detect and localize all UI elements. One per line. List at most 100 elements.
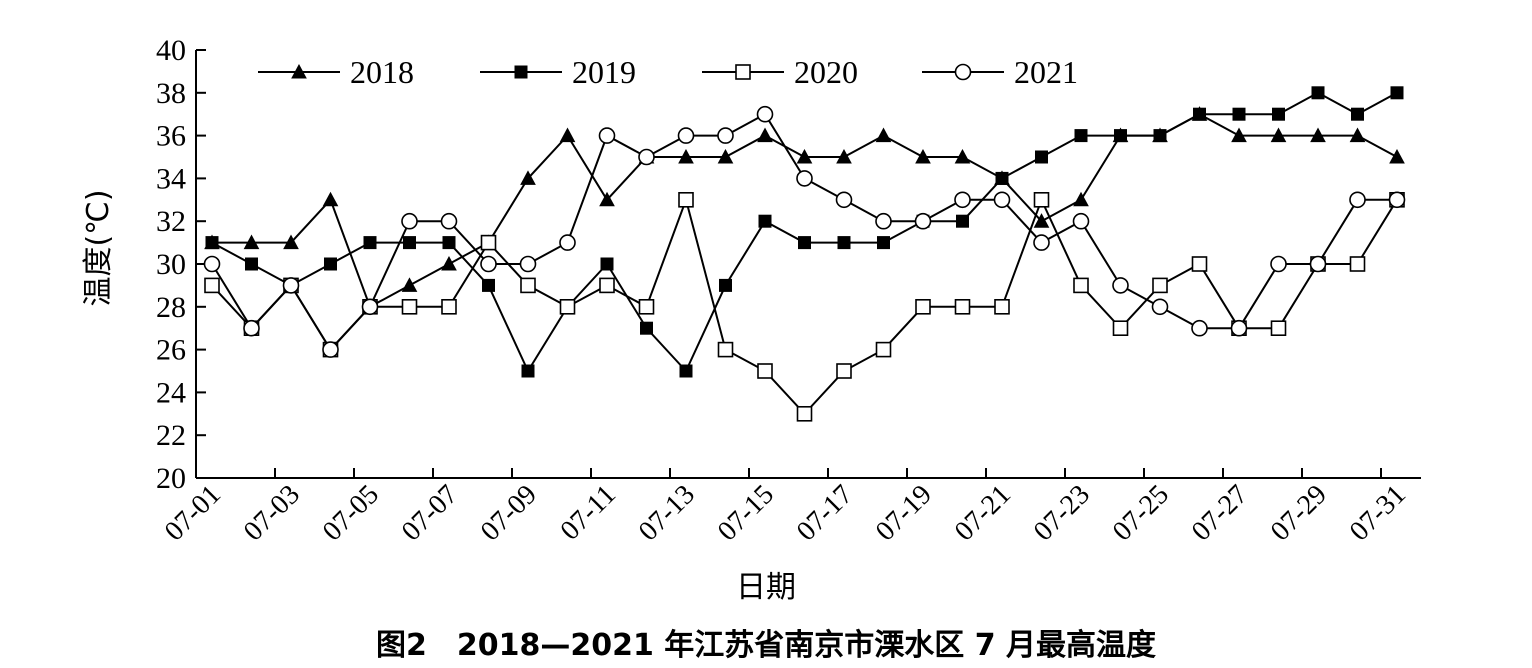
- data-point-2018: [322, 191, 339, 207]
- legend: 2018 2019 2020 2021: [258, 54, 1078, 90]
- y-tick-label: 32: [156, 205, 186, 238]
- x-tick-label: 07-27: [1186, 479, 1254, 547]
- data-point-2021: [1388, 191, 1406, 209]
- data-point-2018: [1310, 127, 1326, 143]
- data-point-2020: [1270, 320, 1287, 337]
- x-tick-label: 07-09: [475, 479, 543, 547]
- data-point-2019: [1351, 107, 1364, 121]
- data-point-2020: [441, 298, 457, 315]
- data-point-2021: [1072, 212, 1090, 230]
- x-tick-label: 07-11: [555, 479, 622, 546]
- data-point-2018: [717, 148, 734, 164]
- data-point-2018: [599, 191, 615, 207]
- data-point-2020: [1349, 256, 1366, 272]
- data-point-2021: [282, 277, 300, 294]
- data-point-2020: [204, 277, 220, 294]
- data-point-2018: [243, 234, 260, 250]
- y-tick-label: 34: [156, 162, 186, 195]
- data-point-2019: [679, 364, 693, 378]
- data-point-2021: [480, 255, 497, 273]
- data-point-2020: [599, 277, 615, 294]
- data-point-2019: [798, 236, 811, 250]
- y-tick-label: 26: [156, 334, 186, 367]
- series-line-2020: [211, 196, 1398, 416]
- data-point-2021: [796, 170, 813, 187]
- x-axis-ticks: 07-01 07-03 07-05 07-07 07-09 07-11 07-13 07-15…: [159, 468, 1412, 547]
- data-point-2019: [600, 257, 614, 271]
- data-point-2021: [914, 212, 932, 230]
- data-point-2019: [363, 236, 377, 250]
- data-point-2018: [757, 127, 773, 143]
- x-tick-label: 07-05: [317, 479, 385, 547]
- y-tick-label: 38: [156, 77, 186, 110]
- data-point-2021: [559, 234, 576, 251]
- data-point-2018: [1349, 127, 1366, 143]
- data-point-2021: [717, 127, 734, 144]
- data-point-2021: [875, 212, 892, 230]
- x-axis-title: 日期: [736, 570, 796, 605]
- data-point-2021: [756, 105, 774, 123]
- data-point-2020: [1191, 256, 1208, 272]
- y-tick-label: 40: [156, 34, 186, 67]
- data-point-2019: [521, 364, 535, 378]
- data-point-2021: [1349, 191, 1366, 209]
- data-point-2020: [1152, 277, 1168, 294]
- y-tick-label: 24: [156, 376, 186, 409]
- data-point-2019: [1114, 129, 1127, 143]
- data-point-2021: [1230, 319, 1248, 337]
- data-point-2018: [1389, 148, 1405, 164]
- y-tick-label: 36: [156, 120, 186, 153]
- legend-label: 2019: [572, 54, 636, 90]
- series-2020: [204, 192, 1405, 422]
- data-point-2020: [480, 234, 497, 251]
- legend-marker: [735, 64, 751, 80]
- data-point-2018: [559, 127, 576, 143]
- x-tick-label: 07-23: [1028, 479, 1096, 547]
- data-point-2018: [1270, 127, 1287, 143]
- data-point-2020: [638, 298, 655, 315]
- data-point-2019: [640, 321, 653, 335]
- y-axis-title: 温度(℃): [81, 189, 116, 306]
- data-point-2018: [401, 277, 418, 292]
- legend-item-2020: 2020: [702, 54, 858, 90]
- legend-item-2021: 2021: [922, 54, 1078, 90]
- x-tick-label: 07-29: [1265, 479, 1333, 547]
- series-group: [203, 86, 1406, 422]
- data-point-2019: [1035, 150, 1048, 164]
- data-point-2020: [520, 277, 536, 294]
- data-point-2021: [440, 212, 458, 230]
- data-point-2021: [1033, 234, 1050, 251]
- data-point-2018: [915, 148, 931, 164]
- y-tick-label: 20: [156, 462, 186, 495]
- data-point-2018: [1231, 127, 1247, 143]
- x-tick-label: 07-17: [791, 479, 859, 547]
- legend-marker: [514, 65, 528, 79]
- data-point-2018: [1073, 191, 1089, 207]
- data-point-2021: [954, 191, 971, 209]
- data-point-2021: [243, 319, 260, 337]
- x-tick-label: 07-25: [1107, 479, 1175, 547]
- data-point-2021: [519, 255, 537, 273]
- series-line-2018: [212, 113, 1398, 309]
- data-point-2019: [1193, 107, 1206, 121]
- data-point-2021: [1151, 298, 1169, 316]
- series-2021: [203, 105, 1406, 358]
- data-point-2020: [717, 341, 734, 358]
- series-2018: [204, 106, 1405, 314]
- data-point-2020: [954, 298, 971, 315]
- data-point-2018: [678, 148, 694, 164]
- data-point-2021: [401, 212, 418, 230]
- x-tick-label: 07-15: [712, 479, 780, 547]
- x-tick-label: 07-21: [949, 479, 1017, 547]
- data-point-2019: [837, 236, 851, 250]
- data-point-2019: [995, 171, 1009, 185]
- data-point-2019: [1272, 107, 1285, 121]
- data-point-2020: [836, 363, 852, 379]
- data-point-2020: [994, 298, 1010, 315]
- data-point-2018: [796, 148, 813, 164]
- data-point-2021: [322, 341, 339, 358]
- data-point-2019: [1074, 129, 1088, 143]
- y-axis-ticks: 20 22 24 26 28 30 32 34 36 38 40: [156, 34, 206, 495]
- data-point-2019: [719, 278, 732, 292]
- data-point-2018: [954, 148, 971, 164]
